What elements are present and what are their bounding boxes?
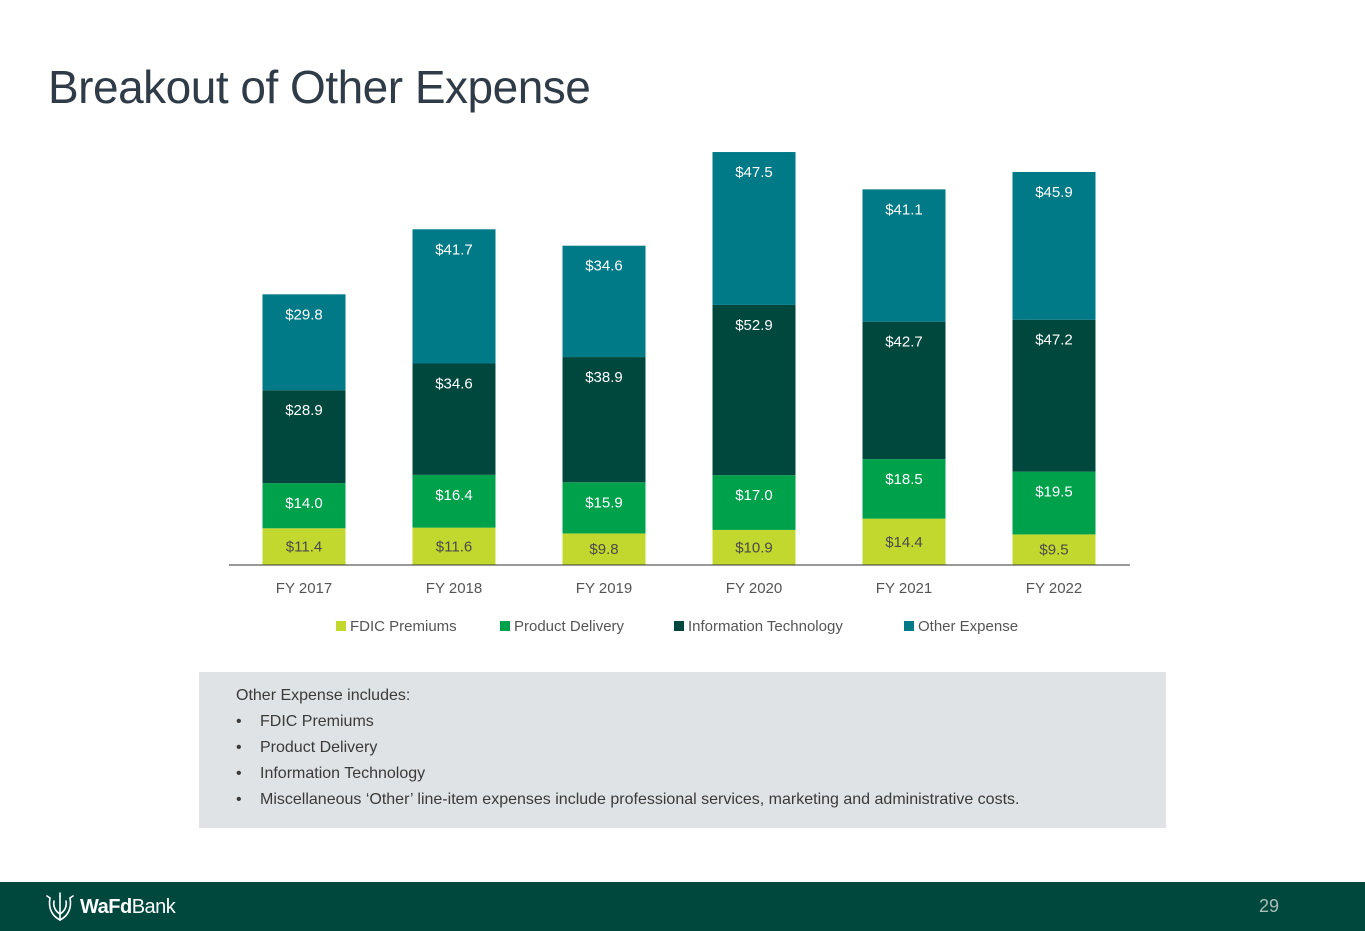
legend-label: Product Delivery [514,618,625,635]
notes-heading: Other Expense includes: [236,687,411,704]
x-tick-label: FY 2021 [876,580,932,597]
bar-segment [1012,171,1096,320]
legend-swatch [500,621,510,631]
data-label: $45.9 [1035,184,1073,201]
data-label: $42.7 [885,334,923,351]
x-tick-label: FY 2020 [726,580,782,597]
logo-text-regular: Bank [131,895,176,918]
x-tick-label: FY 2017 [276,580,332,597]
legend-swatch [904,621,914,631]
data-label: $15.9 [585,494,623,511]
data-label: $9.5 [1039,542,1068,559]
legend-label: Information Technology [688,618,843,635]
data-label: $11.4 [286,539,322,556]
data-label: $47.5 [735,164,773,181]
data-label: $19.5 [1035,484,1073,501]
data-label: $34.6 [435,376,473,393]
data-label: $14.4 [885,534,923,551]
legend-swatch [674,621,684,631]
list-item: Product Delivery [236,738,1129,758]
list-item: Information Technology [236,764,1129,784]
bar-segment [1012,319,1096,472]
data-label: $52.9 [735,317,773,334]
data-label: $11.6 [436,538,472,555]
bar-segment [262,390,346,484]
data-label: $18.5 [885,471,923,488]
data-label: $34.6 [585,258,623,275]
list-item: Miscellaneous ‘Other’ line-item expenses… [236,790,1129,810]
data-label: $17.0 [735,487,773,504]
list-item: FDIC Premiums [236,712,1129,732]
bar-segment [862,459,946,519]
data-label: $41.7 [435,241,473,258]
data-label: $14.0 [285,495,323,512]
wafd-logo: WaFdBank [46,891,176,923]
bar-segment [862,321,946,460]
bar-segment [562,533,646,565]
bar-segment [862,518,946,565]
bar-segment [712,152,796,305]
data-label: $41.1 [885,201,923,218]
x-tick-label: FY 2022 [1026,580,1082,597]
bar-segment [562,245,646,358]
data-label: $16.4 [435,487,473,504]
bar-segment [712,529,796,565]
notes-list: FDIC Premiums Product Delivery Informati… [236,712,1129,810]
bar-segment [562,482,646,534]
stacked-bar-chart: $11.4 $14.0 $28.9 $29.8 FY 2017 $11.6 $16.4 $34… [229,152,1130,635]
legend-label: FDIC Premiums [350,618,457,635]
bar-segment [562,357,646,483]
data-label: $29.8 [285,306,323,323]
wafd-leaf-icon [46,892,74,921]
data-label: $9.8 [589,541,618,558]
bar-segment [412,527,496,565]
bar-segment [412,363,496,475]
notes-panel: Other Expense includes: FDIC Premiums Pr… [199,672,1166,828]
x-tick-label: FY 2018 [426,580,482,597]
bar-segment [712,304,796,476]
data-label: $38.9 [585,369,623,386]
x-tick-label: FY 2019 [576,580,632,597]
legend-swatch [336,621,346,631]
bar-segment [262,483,346,529]
logo-text-bold: WaFd [80,895,132,918]
footer-bar: WaFdBank 29 [0,882,1365,931]
page-number: 29 [1258,896,1279,916]
page-title: Breakout of Other Expense [48,61,591,113]
bar-segment [1012,471,1096,535]
bar-segment [412,474,496,528]
data-label: $28.9 [285,402,323,419]
bar-segment [262,528,346,565]
bar-segment [1012,534,1096,565]
data-label: $47.2 [1035,332,1073,349]
legend-label: Other Expense [918,618,1018,635]
bar-segment [712,475,796,530]
data-label: $10.9 [735,539,773,556]
bar-segment [862,189,946,322]
bar-segment [262,294,346,391]
bar-segment [412,229,496,364]
